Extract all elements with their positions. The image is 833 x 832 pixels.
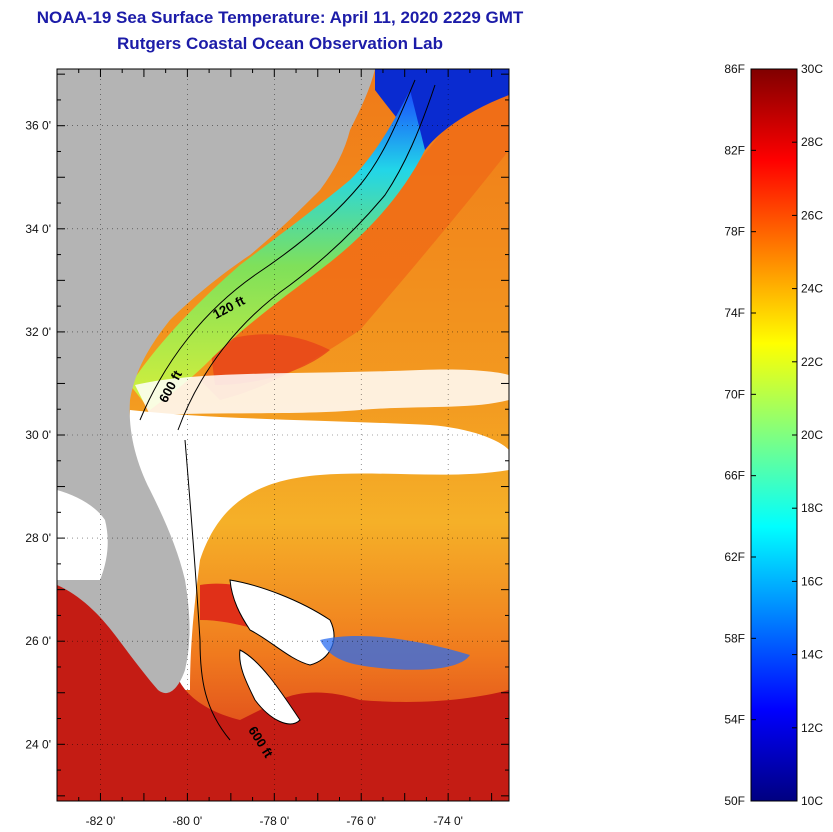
map-subtitle: Rutgers Coastal Ocean Observation Lab [117,34,443,53]
contour-600ft-florida [184,439,231,741]
celsius-label: 20C [801,428,823,442]
celsius-label: 16C [801,574,823,588]
lon-tick-label: -74 0' [433,814,463,828]
celsius-label: 30C [801,62,823,76]
fahrenheit-label: 78F [724,225,745,239]
celsius-label: 26C [801,208,823,222]
celsius-label: 10C [801,794,823,808]
cloud-mass [123,410,509,690]
warm-southern-water [57,580,509,801]
lon-tick-label: -82 0' [86,814,116,828]
lat-tick-label: 24 0' [25,737,51,751]
lat-tick-label: 32 0' [25,325,51,339]
land-mass [57,69,375,694]
celsius-label: 22C [801,355,823,369]
contour-120ft [139,79,416,421]
lat-tick-label: 34 0' [25,222,51,236]
celsius-label: 12C [801,721,823,735]
lon-tick-label: -78 0' [259,814,289,828]
fahrenheit-label: 74F [724,306,745,320]
lat-tick-label: 36 0' [25,119,51,133]
bahama-bank [229,579,335,666]
lat-tick-label: 26 0' [25,634,51,648]
lat-tick-label: 28 0' [25,531,51,545]
shelf-water [130,90,425,410]
gulf-cloud [57,490,108,580]
cool-patch [320,635,470,670]
celsius-label: 24C [801,282,823,296]
fahrenheit-label: 50F [724,794,745,808]
celsius-label: 14C [801,648,823,662]
bahama-bank-south [239,649,301,725]
lon-tick-label: -80 0' [173,814,203,828]
fahrenheit-label: 54F [724,713,745,727]
fahrenheit-label: 58F [724,631,745,645]
celsius-label: 28C [801,135,823,149]
map-axes: -82 0' -80 0' -78 0' -76 0' -74 0' 36 0' 34 0'… [25,69,509,828]
celsius-label: 18C [801,501,823,515]
fahrenheit-label: 86F [724,62,745,76]
contour-600ft [177,84,436,431]
map-title: NOAA-19 Sea Surface Temperature: April 1… [36,8,524,27]
fahrenheit-label: 62F [724,550,745,564]
warm-eddy [210,334,330,385]
fahrenheit-label: 66F [724,469,745,483]
lat-tick-label: 30 0' [25,428,51,442]
cloud-band [135,369,509,415]
lon-tick-label: -76 0' [346,814,376,828]
colorbar-scale [750,68,798,802]
fahrenheit-label: 82F [724,143,745,157]
fahrenheit-label: 70F [724,387,745,401]
